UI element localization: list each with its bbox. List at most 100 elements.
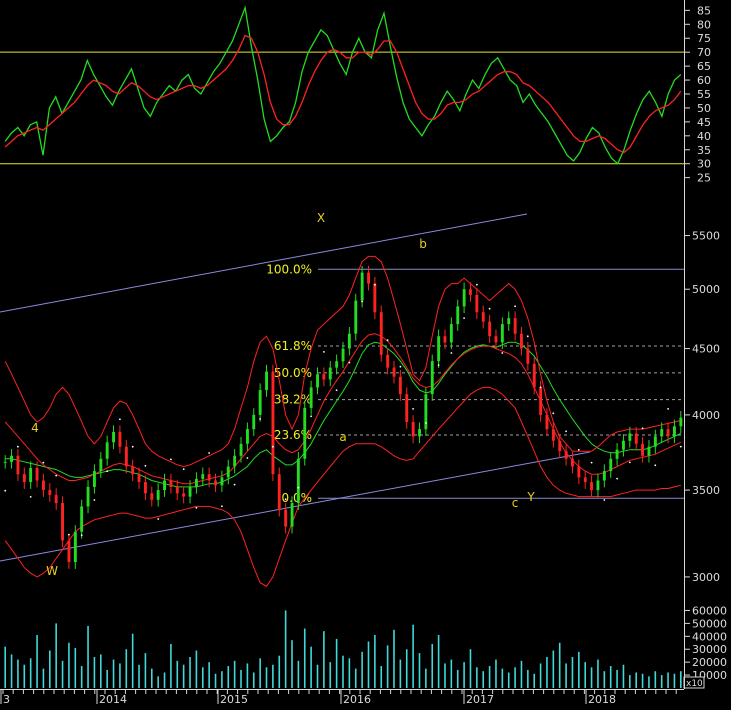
sar-dot [170, 458, 172, 461]
candle-body [246, 429, 249, 444]
osc-y-tick-label: 45 [697, 116, 711, 129]
candle-body [252, 414, 256, 430]
candle-body [545, 414, 549, 430]
candle-body [29, 468, 33, 483]
candle-body [424, 394, 428, 430]
fib-level-label: 50.0% [274, 366, 312, 380]
fib-level-label: 0.0% [282, 491, 313, 505]
candle-body [105, 442, 109, 459]
sar-dot [437, 364, 440, 366]
candle-body [93, 471, 96, 487]
fib-level-label: 61.8% [274, 339, 312, 353]
candle-body [443, 336, 447, 343]
candle-body [679, 417, 683, 427]
candle-body [271, 371, 275, 475]
candle-body [577, 466, 581, 478]
candle-body [430, 361, 434, 395]
candle-body [169, 480, 173, 487]
sar-dot [272, 445, 274, 448]
candle-body [309, 387, 313, 408]
candle-body [67, 540, 71, 563]
channel-upper-line [0, 213, 528, 313]
osc-y-tick-label: 30 [697, 158, 711, 171]
candle-body [118, 432, 122, 447]
candle-body [182, 493, 186, 497]
sar-dot [348, 361, 351, 364]
candle-body [398, 376, 402, 395]
sar-dot [284, 498, 287, 501]
sar-dot [488, 307, 491, 310]
volume-y-tick-label: 40000 [692, 630, 727, 643]
x-axis-tick-label: 2015 [220, 693, 248, 706]
bollinger-band-line [4, 333, 682, 485]
sar-dot [603, 499, 606, 501]
wave-label: c [512, 496, 519, 510]
sar-dot [119, 418, 121, 421]
sar-dot [514, 305, 516, 308]
candle-body [469, 289, 472, 295]
channel-lower-line [0, 451, 591, 562]
candle-body [571, 458, 574, 467]
price-y-tick-label: 3000 [692, 571, 720, 584]
candle-body [131, 466, 135, 475]
sar-dot [565, 430, 567, 433]
sar-dot [246, 457, 249, 459]
osc-y-tick-label: 60 [697, 74, 711, 87]
sar-dot [131, 445, 134, 448]
candle-body [35, 468, 39, 481]
sar-dot [463, 317, 465, 319]
candle-body [488, 321, 492, 337]
sar-dot [386, 339, 389, 342]
osc-y-tick-label: 80 [697, 18, 711, 31]
volume-y-tick-label: 20000 [692, 656, 727, 669]
candle-body [660, 429, 664, 437]
osc-y-tick-label: 40 [697, 130, 711, 143]
osc-y-tick-label: 70 [697, 46, 711, 59]
sar-dot [310, 415, 312, 418]
candle-body [322, 374, 326, 380]
candle-body [80, 506, 84, 532]
candle-body [558, 440, 562, 452]
sar-dot [106, 470, 109, 473]
osc-series-line-1 [4, 34, 682, 154]
candle-body [373, 283, 377, 313]
candle-body [3, 461, 7, 463]
bollinger-band-line [4, 255, 681, 468]
sar-dot [616, 477, 618, 480]
candle-body [22, 474, 26, 483]
x-axis-tick-label: 2014 [99, 693, 127, 706]
candle-body [386, 354, 390, 368]
candle-body [239, 443, 243, 456]
wave-label: b [419, 237, 427, 251]
wave-label: X [317, 211, 325, 225]
candle-body [360, 272, 364, 301]
sar-dot [195, 506, 198, 509]
candle-body [226, 466, 230, 478]
sar-dot [323, 351, 325, 353]
candle-body [335, 361, 339, 368]
wave-label: 4 [31, 421, 39, 435]
candle-body [207, 474, 211, 481]
wave-label: Y [526, 490, 535, 504]
candle-body [347, 333, 351, 349]
candle-body [220, 477, 224, 486]
sar-dot [628, 461, 631, 464]
candle-body [367, 272, 370, 284]
sar-dot [233, 483, 236, 486]
candle-body [16, 455, 20, 475]
candle-body [539, 387, 543, 415]
candle-body [596, 480, 600, 491]
sar-dot [450, 352, 453, 354]
candle-body [475, 294, 479, 313]
fib-level-label: 38.2% [274, 393, 312, 407]
sar-dot [374, 283, 376, 286]
candle-body [175, 486, 179, 494]
candle-body [411, 422, 415, 437]
candle-body [602, 471, 606, 481]
candle-body [258, 390, 262, 415]
candle-body [61, 503, 64, 541]
candle-body [54, 494, 58, 504]
